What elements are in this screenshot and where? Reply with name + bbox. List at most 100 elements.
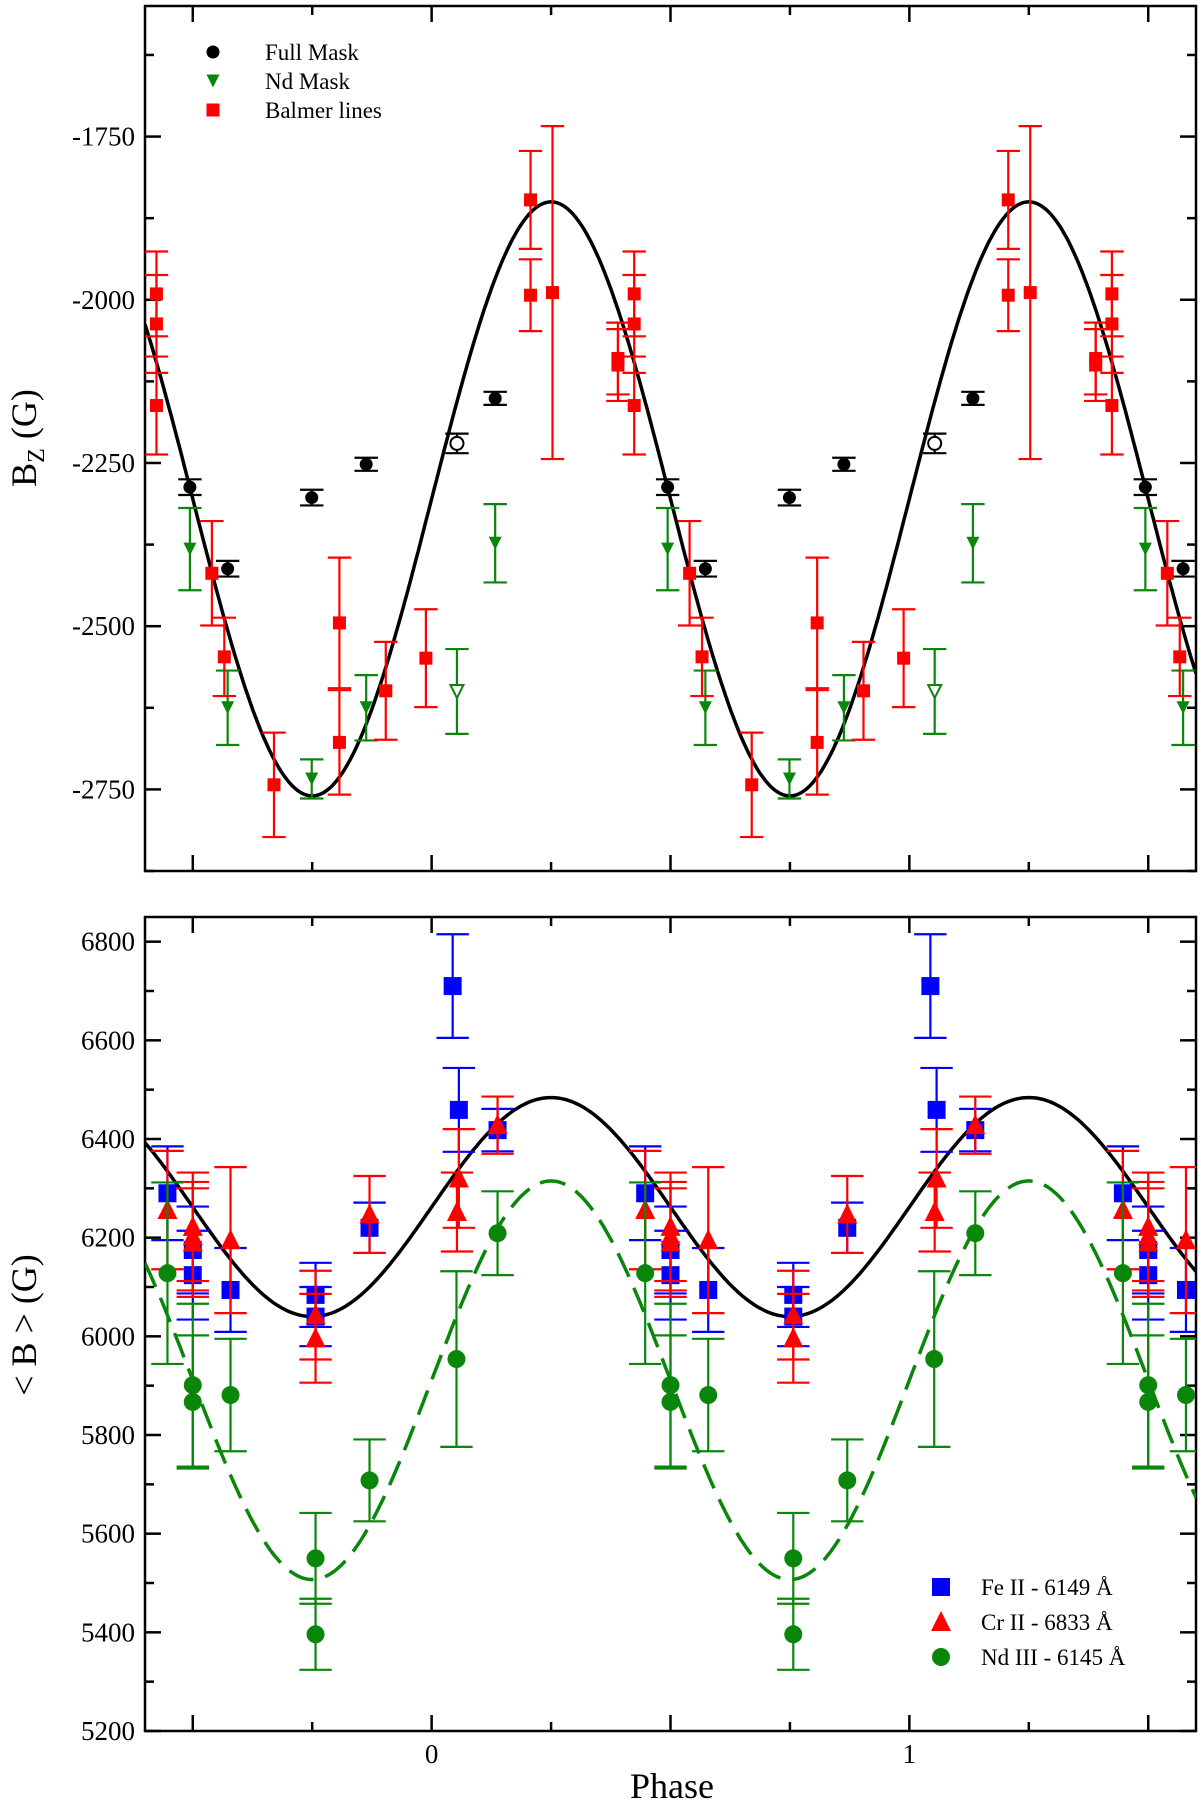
balmer-lines-point (627, 317, 641, 331)
nd-iii-6145-point (661, 1392, 680, 1411)
balmer-lines-point (267, 778, 281, 792)
top-y-axis-label: BZ (G) (4, 389, 50, 487)
cr-ii-6833-point (305, 1327, 326, 1348)
full-mask-point (305, 491, 319, 505)
balmer-lines-point (419, 651, 433, 665)
full-mask-point (221, 562, 235, 576)
legend-marker-circle (932, 1648, 950, 1666)
y-tick-label: 5400 (81, 1617, 135, 1647)
full-mask-point (927, 435, 943, 451)
full-mask-point (1176, 562, 1190, 576)
balmer-lines-point (1105, 399, 1119, 413)
top-y-label-sub: Z (24, 448, 50, 463)
nd-iii-6145-point (1176, 1386, 1195, 1405)
plot-area (145, 933, 1196, 1671)
balmer-lines-point (857, 684, 871, 698)
full-mask-point (661, 480, 675, 494)
nd-iii-6145-point (183, 1392, 202, 1411)
full-mask-point (183, 480, 197, 494)
full-mask-point (359, 457, 373, 471)
balmer-lines-point (745, 778, 759, 792)
x-tick-label: 0 (425, 1739, 439, 1769)
full-mask-point (966, 391, 980, 405)
full-mask-point (449, 435, 465, 451)
nd-mask-point (359, 701, 373, 715)
bottom-y-axis-label: < B > (G) (4, 1254, 44, 1396)
y-tick-label: -2250 (72, 448, 135, 478)
x-tick-label: 1 (903, 1739, 917, 1769)
nd-iii-6145-point (784, 1549, 803, 1568)
balmer-lines-point (1001, 193, 1015, 207)
legend-label: Nd III - 6145 Å (981, 1645, 1126, 1670)
nd-iii-6145-point (1113, 1264, 1132, 1283)
legend-item: Fe II - 6149 Å (932, 1575, 1113, 1600)
fit-curve (145, 200, 1196, 798)
balmer-lines-point (332, 735, 346, 749)
nd-mask-point (837, 701, 851, 715)
balmer-lines-point (611, 358, 625, 372)
open-marker-bg (928, 436, 942, 450)
nd-mask-point (183, 542, 197, 556)
cr-ii-6833-point (660, 1231, 681, 1252)
balmer-lines-point (149, 399, 163, 413)
top-y-label-main: B (4, 463, 44, 487)
balmer-lines-point (524, 193, 538, 207)
nd-iii-6145-point (699, 1386, 718, 1405)
top-y-label-unit: (G) (4, 389, 44, 439)
balmer-lines-point (1023, 286, 1037, 300)
y-tick-label: -1750 (72, 122, 135, 152)
balmer-lines-point (332, 616, 346, 630)
legend-marker-square (932, 1578, 950, 1596)
nd-iii-6145-point (306, 1625, 325, 1644)
balmer-lines-point (1001, 288, 1015, 302)
full-mask-point (698, 562, 712, 576)
nd-iii-6145-point (1139, 1392, 1158, 1411)
cr-ii-6833-point (1175, 1229, 1196, 1250)
nd-mask-point (221, 701, 235, 715)
balmer-lines-point (1089, 358, 1103, 372)
y-tick-label: 6600 (81, 1025, 135, 1055)
balmer-lines-point (546, 286, 560, 300)
nd-mask-point (782, 772, 796, 786)
y-tick-label: 6000 (81, 1321, 135, 1351)
cr-ii-6833-point (359, 1203, 380, 1224)
cr-ii-6833-point (698, 1229, 719, 1250)
fe-ii-6149-point (449, 1100, 468, 1119)
balmer-lines-point (379, 684, 393, 698)
nd-mask-point (1176, 701, 1190, 715)
y-tick-label: 6800 (81, 927, 135, 957)
y-tick-label: -2500 (72, 611, 135, 641)
cr-ii-6833-point (924, 1201, 945, 1222)
nd-iii-6145-point (221, 1386, 240, 1405)
top-panel-bz: -1750 -2000 -2250 -2500 -2750 Full Mask Nd Mas… (72, 4, 1198, 873)
nd-iii-6145-point (925, 1350, 944, 1369)
nd-iii-6145-point (360, 1471, 379, 1490)
balmer-lines-point (683, 566, 697, 580)
full-mask-point (488, 391, 502, 405)
plot-frame (143, 4, 1198, 873)
nd-iii-6145-point (447, 1350, 466, 1369)
y-tick-label: -2000 (72, 285, 135, 315)
y-tick-label: 6400 (81, 1124, 135, 1154)
balmer-lines-point (897, 651, 911, 665)
cr-ii-6833-point (837, 1203, 858, 1224)
x-axis-label: Phase (630, 1766, 714, 1803)
nd-mask-point (698, 701, 712, 715)
cr-ii-6833-point (487, 1114, 508, 1135)
legend-label: Balmer lines (265, 98, 382, 123)
y-tick-label: 5600 (81, 1519, 135, 1549)
nd-mask-point (966, 536, 980, 550)
legend-marker-square (206, 103, 220, 117)
nd-mask-point (926, 683, 943, 701)
open-marker-bg (928, 684, 942, 698)
cr-ii-6833-point (182, 1231, 203, 1252)
nd-iii-6145-point (488, 1224, 507, 1243)
fe-ii-6149-point (927, 1100, 946, 1119)
legend: Full Mask Nd Mask Balmer lines (206, 40, 382, 123)
nd-iii-6145-point (636, 1264, 655, 1283)
balmer-lines-point (524, 288, 538, 302)
plot-area (145, 125, 1196, 839)
nd-iii-6145-point (158, 1264, 177, 1283)
cr-ii-6833-point (448, 1167, 469, 1188)
